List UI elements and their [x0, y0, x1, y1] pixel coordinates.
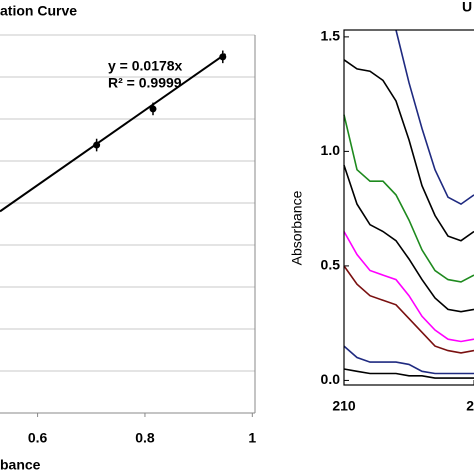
- spectrum-line: [343, 59, 474, 242]
- x-tick-label: 0.6: [28, 430, 48, 446]
- right-y-label: Absorbance: [289, 190, 305, 265]
- spectrum-line: [395, 29, 474, 206]
- y-tick-label: 0.0: [321, 371, 341, 387]
- spectrum-line: [343, 231, 474, 343]
- point: [93, 141, 101, 149]
- x-tick-label: 210: [332, 398, 356, 414]
- point: [219, 53, 227, 61]
- r-squared: R² = 0.9999: [108, 75, 182, 91]
- x-tick-label: 1: [248, 430, 256, 446]
- y-tick-label: 1.0: [321, 142, 341, 158]
- spectrum-line: [343, 265, 474, 354]
- equation: y = 0.0178x: [108, 58, 183, 74]
- x-tick-label: 0.8: [135, 430, 155, 446]
- trendline: [0, 53, 227, 213]
- spectrum-line: [343, 368, 474, 379]
- left-title: ation Curve: [0, 3, 77, 19]
- y-tick-label: 1.5: [321, 28, 341, 44]
- spectrum-line: [343, 345, 474, 375]
- spectrum-line: [343, 164, 474, 313]
- point: [149, 105, 157, 113]
- left-x-label: bance: [0, 457, 41, 473]
- right-title: U: [462, 0, 472, 15]
- x-tick-label: 2: [466, 398, 474, 414]
- y-tick-label: 0.5: [321, 257, 341, 273]
- plot-frame: [343, 29, 474, 386]
- spectrum-line: [343, 114, 474, 283]
